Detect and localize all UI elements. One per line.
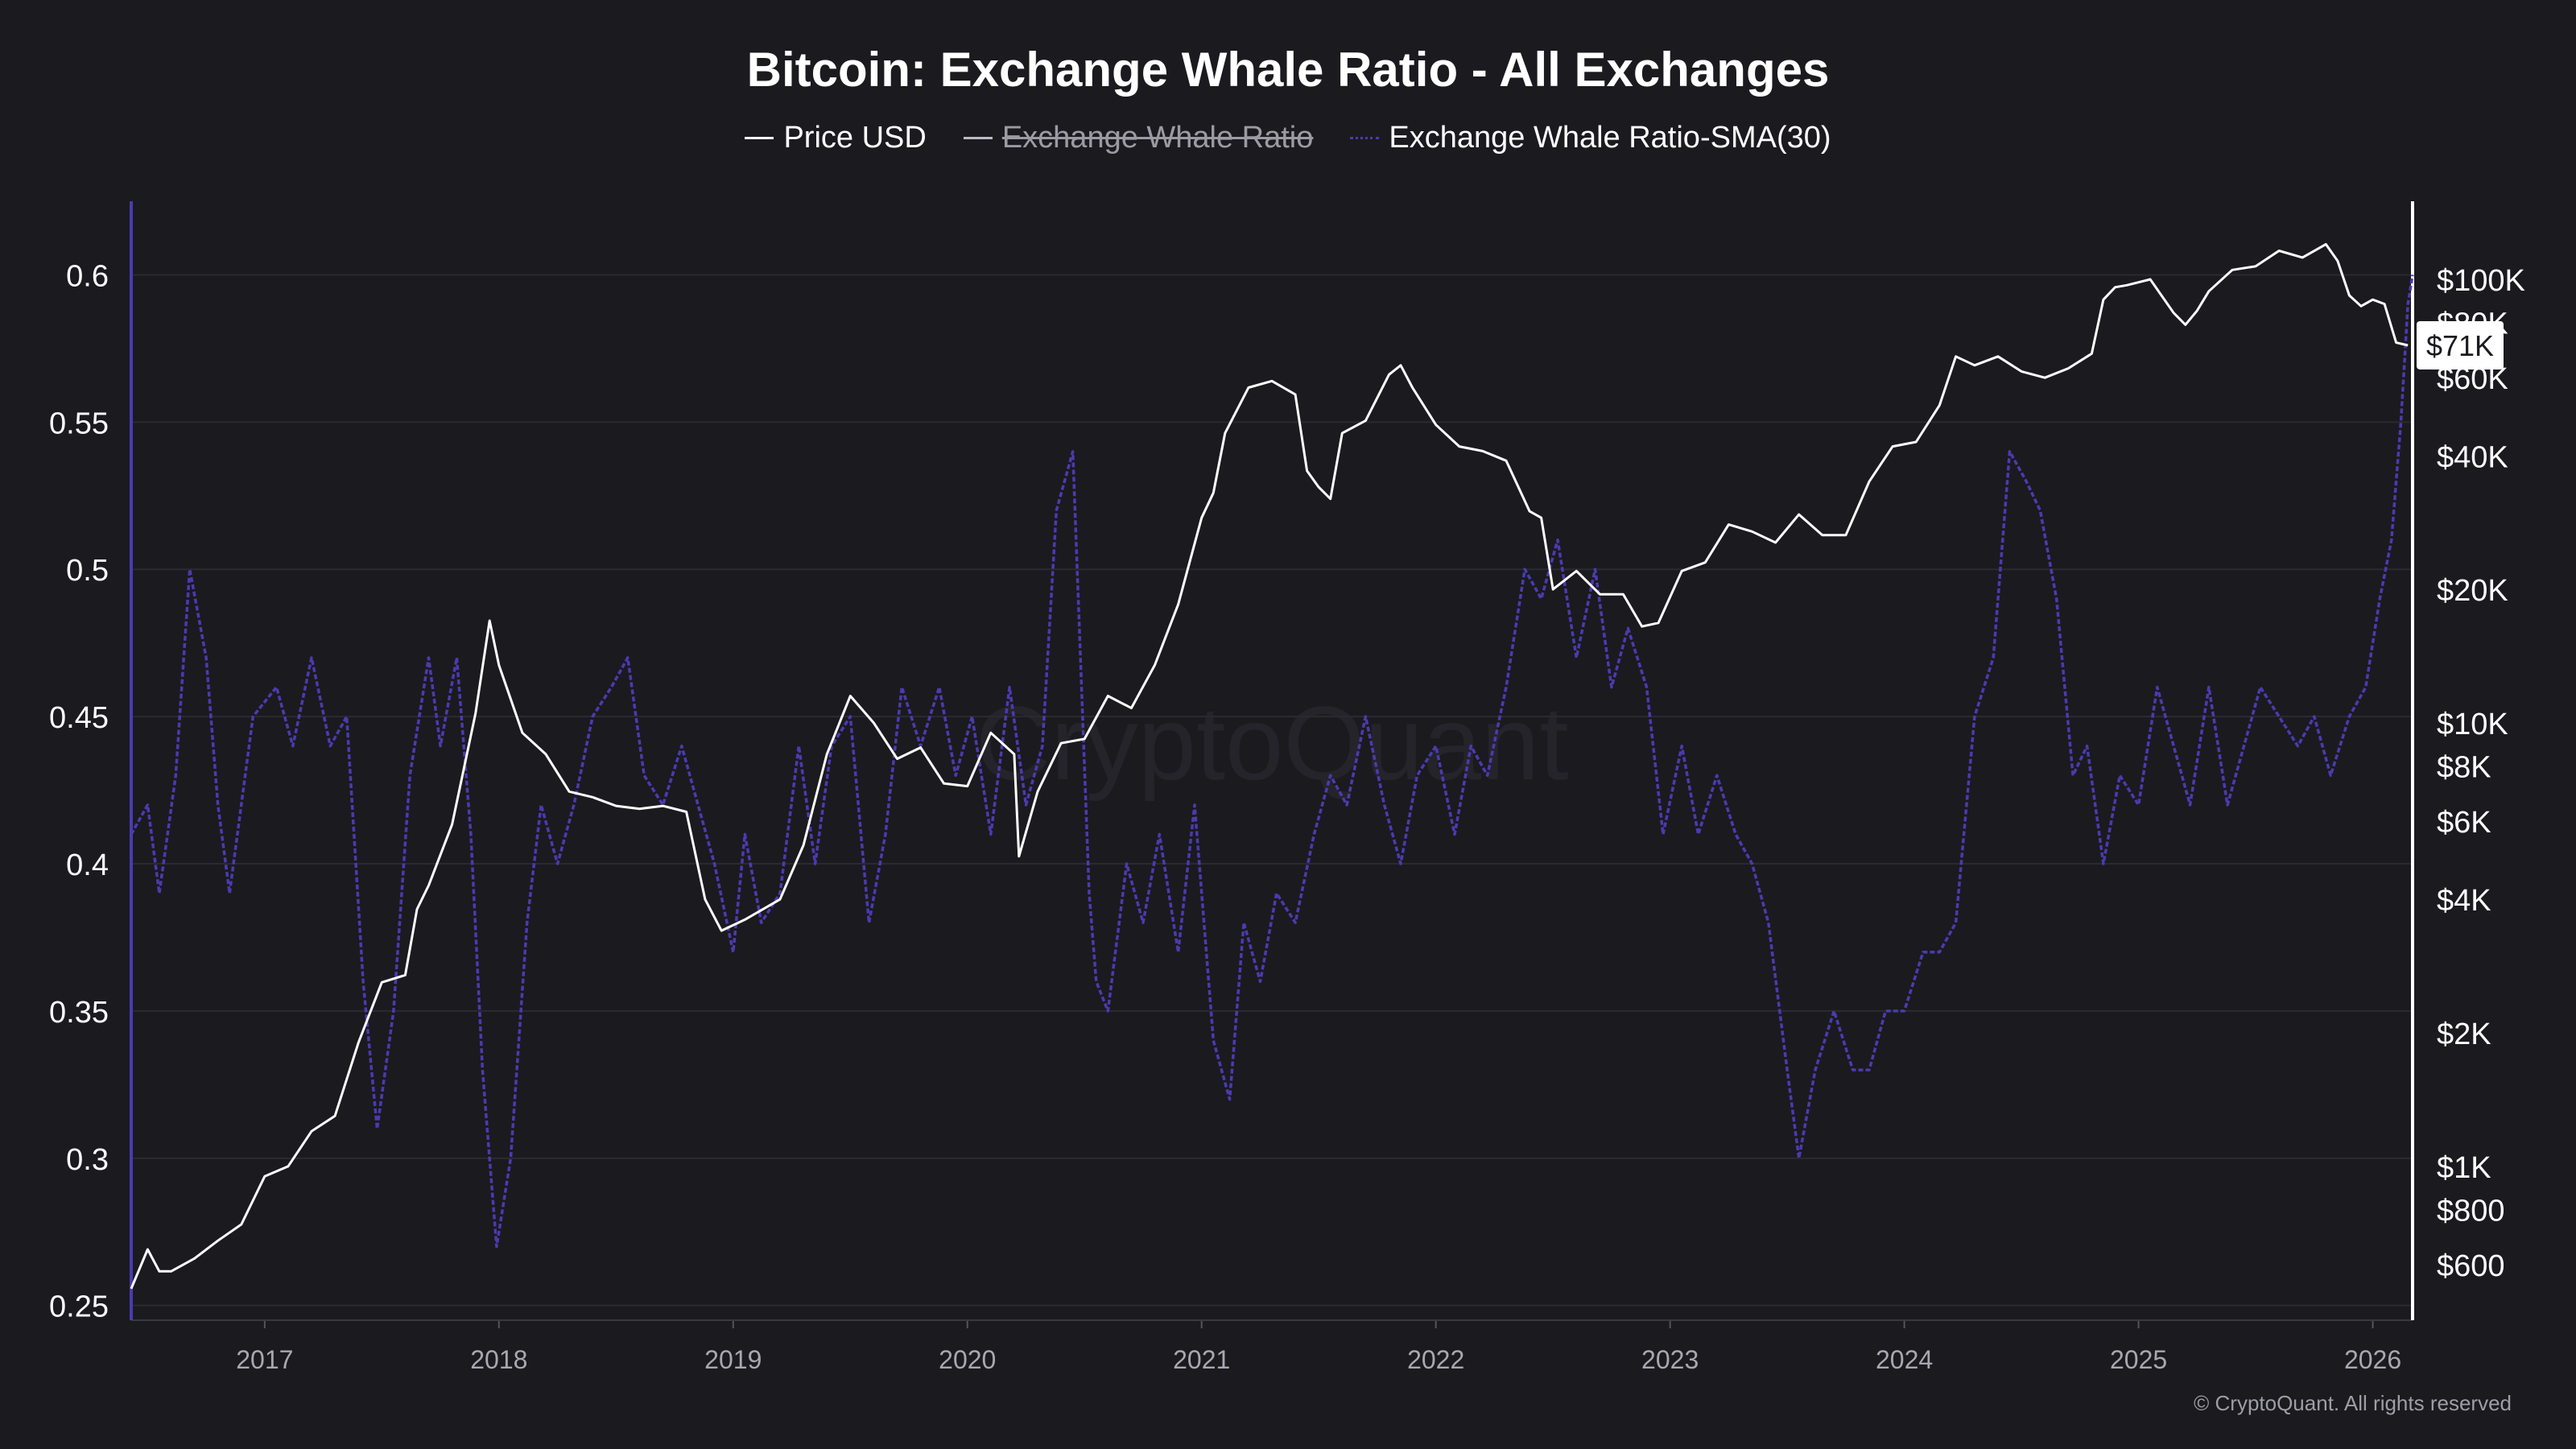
y-right-tick-label: $20K — [2437, 574, 2508, 608]
x-tick-label: 2021 — [1173, 1345, 1230, 1374]
y-right-tick-label: $800 — [2437, 1194, 2505, 1228]
price-marker-badge — [2417, 320, 2504, 369]
legend-item-exchange-whale-ratio[interactable]: Exchange Whale Ratio — [963, 121, 1314, 155]
y-right-tick-label: $2K — [2437, 1018, 2491, 1051]
copyright-notice: © CryptoQuant. All rights reserved — [2194, 1391, 2512, 1415]
legend-swatch-ratio — [963, 137, 993, 139]
y-right-tick-label: $8K — [2437, 750, 2491, 784]
y-right-tick-label: $40K — [2437, 440, 2508, 474]
y-right-tick-label: $4K — [2437, 884, 2491, 918]
x-tick-label: 2025 — [2110, 1345, 2167, 1374]
y-right-tick-label: $6K — [2437, 806, 2491, 840]
y-left-tick-label: 0.45 — [49, 701, 109, 735]
price-marker-label: $71K — [2426, 329, 2494, 362]
y-left-tick-label: 0.5 — [66, 554, 109, 588]
y-right-tick-label: $1K — [2437, 1151, 2491, 1185]
y-left-tick-label: 0.55 — [49, 407, 109, 440]
x-tick-label: 2026 — [2344, 1345, 2401, 1374]
series-line-sma30 — [130, 275, 2414, 1249]
legend-label-price-usd: Price USD — [783, 121, 927, 155]
legend-item-sma30[interactable]: Exchange Whale Ratio-SMA(30) — [1350, 121, 1831, 155]
legend-label-exchange-whale-ratio: Exchange Whale Ratio — [1001, 121, 1314, 155]
x-tick-label: 2019 — [704, 1345, 762, 1374]
y-right-tick-label: $100K — [2437, 264, 2525, 298]
legend-swatch-sma — [1350, 137, 1380, 139]
y-left-tick-label: 0.6 — [66, 259, 109, 293]
x-tick-label: 2024 — [1876, 1345, 1933, 1374]
series-line-price-usd — [130, 242, 2409, 1290]
x-tick-label: 2023 — [1641, 1345, 1699, 1374]
x-tick-label: 2018 — [470, 1345, 527, 1374]
y-left-tick-label: 0.25 — [49, 1290, 109, 1324]
y-left-tick-label: 0.3 — [66, 1143, 109, 1177]
legend-label-sma30: Exchange Whale Ratio-SMA(30) — [1389, 121, 1831, 155]
x-tick-label: 2017 — [236, 1345, 293, 1374]
chart-title: Bitcoin: Exchange Whale Ratio - All Exch… — [746, 43, 1830, 97]
y-left-tick-label: 0.4 — [66, 848, 109, 882]
y-left-tick-label: 0.35 — [49, 996, 109, 1030]
x-tick-label: 2020 — [939, 1345, 996, 1374]
legend: Price USD Exchange Whale Ratio Exchange … — [0, 121, 2576, 155]
x-tick-label: 2022 — [1407, 1345, 1464, 1374]
y-right-tick-label: $600 — [2437, 1249, 2505, 1283]
watermark-text: CryptoQuant — [975, 684, 1568, 802]
legend-swatch-price — [745, 137, 774, 139]
legend-item-price-usd[interactable]: Price USD — [745, 121, 927, 155]
y-right-tick-label: $10K — [2437, 708, 2508, 741]
